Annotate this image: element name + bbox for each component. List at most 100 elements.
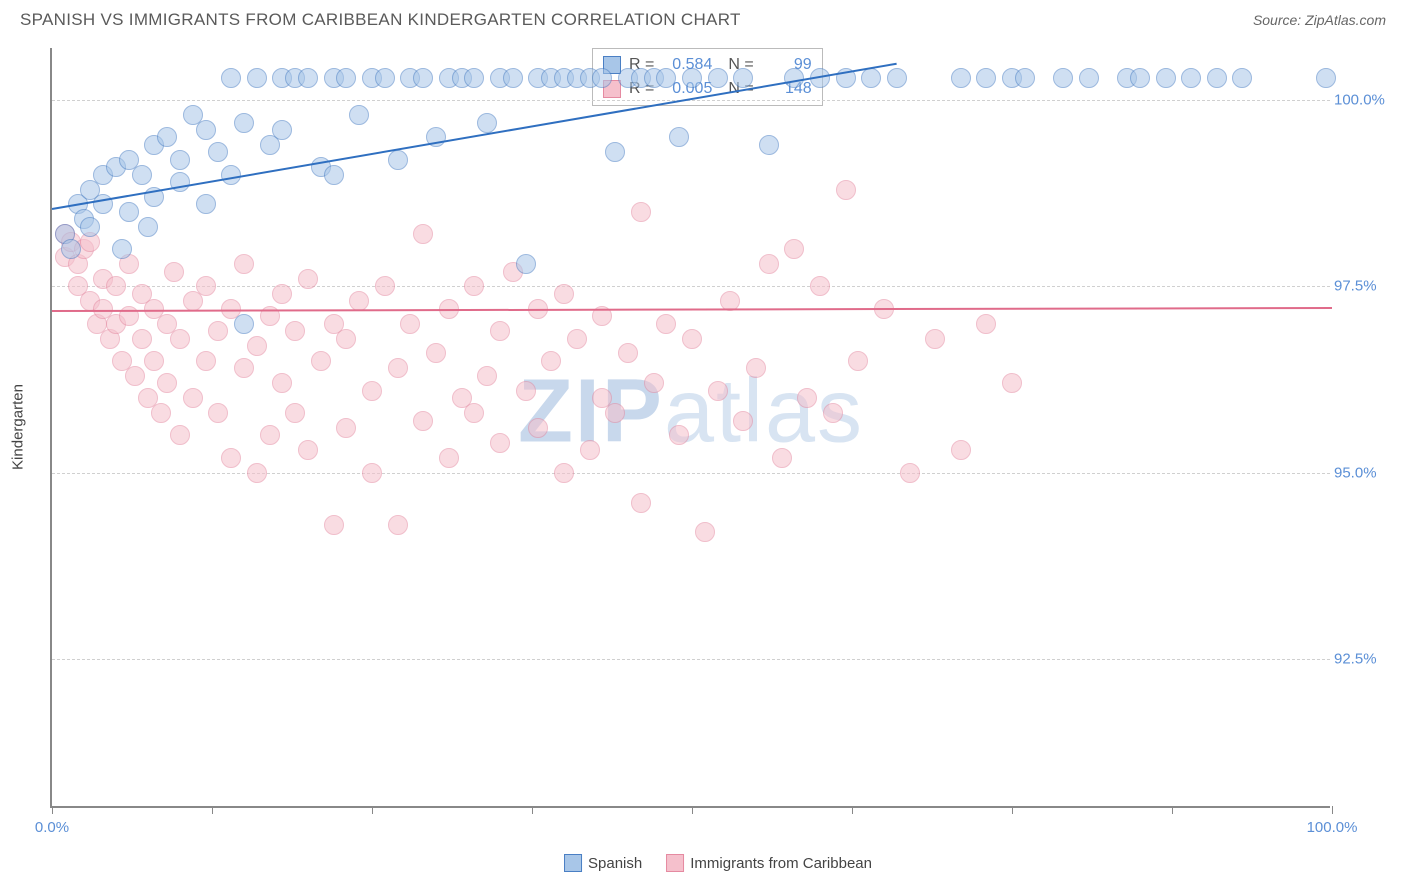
xtick	[852, 806, 853, 814]
xtick	[1172, 806, 1173, 814]
data-point-caribbean	[669, 425, 689, 445]
data-point-caribbean	[439, 448, 459, 468]
data-point-caribbean	[125, 366, 145, 386]
data-point-caribbean	[362, 463, 382, 483]
data-point-spanish	[119, 202, 139, 222]
xtick	[1332, 806, 1333, 814]
data-point-caribbean	[362, 381, 382, 401]
data-point-caribbean	[388, 358, 408, 378]
data-point-caribbean	[183, 388, 203, 408]
data-point-spanish	[208, 142, 228, 162]
data-point-spanish	[80, 217, 100, 237]
data-point-caribbean	[164, 262, 184, 282]
data-point-caribbean	[208, 321, 228, 341]
data-point-caribbean	[490, 321, 510, 341]
data-point-caribbean	[695, 522, 715, 542]
data-point-caribbean	[746, 358, 766, 378]
data-point-caribbean	[106, 276, 126, 296]
data-point-spanish	[759, 135, 779, 155]
data-point-spanish	[221, 68, 241, 88]
data-point-spanish	[1015, 68, 1035, 88]
xtick	[1012, 806, 1013, 814]
data-point-caribbean	[285, 321, 305, 341]
data-point-caribbean	[144, 351, 164, 371]
data-point-caribbean	[541, 351, 561, 371]
xtick-label: 100.0%	[1307, 819, 1358, 836]
data-point-caribbean	[298, 440, 318, 460]
data-point-caribbean	[196, 276, 216, 296]
data-point-caribbean	[759, 254, 779, 274]
gridline	[52, 473, 1330, 474]
chart-container: Kindergarten ZIPatlas R = 0.584 N = 99 R…	[50, 48, 1386, 838]
data-point-spanish	[138, 217, 158, 237]
data-point-caribbean	[196, 351, 216, 371]
legend-item-caribbean: Immigrants from Caribbean	[666, 854, 872, 872]
data-point-spanish	[887, 68, 907, 88]
data-point-caribbean	[567, 329, 587, 349]
gridline	[52, 100, 1330, 101]
data-point-caribbean	[554, 463, 574, 483]
gridline	[52, 286, 1330, 287]
data-point-caribbean	[605, 403, 625, 423]
xtick	[372, 806, 373, 814]
data-point-spanish	[196, 120, 216, 140]
data-point-spanish	[503, 68, 523, 88]
data-point-caribbean	[426, 343, 446, 363]
legend-label-spanish: Spanish	[588, 855, 642, 872]
data-point-caribbean	[464, 403, 484, 423]
data-point-caribbean	[976, 314, 996, 334]
data-point-caribbean	[170, 425, 190, 445]
data-point-caribbean	[234, 254, 254, 274]
data-point-caribbean	[388, 515, 408, 535]
source-label: Source: ZipAtlas.com	[1253, 12, 1386, 28]
data-point-caribbean	[247, 463, 267, 483]
data-point-caribbean	[272, 284, 292, 304]
data-point-spanish	[157, 127, 177, 147]
data-point-caribbean	[516, 381, 536, 401]
data-point-caribbean	[784, 239, 804, 259]
data-point-caribbean	[285, 403, 305, 423]
data-point-spanish	[234, 113, 254, 133]
data-point-spanish	[112, 239, 132, 259]
data-point-spanish	[1130, 68, 1150, 88]
data-point-spanish	[669, 127, 689, 147]
data-point-spanish	[605, 142, 625, 162]
xtick	[212, 806, 213, 814]
data-point-caribbean	[951, 440, 971, 460]
data-point-spanish	[682, 68, 702, 88]
data-point-spanish	[1079, 68, 1099, 88]
data-point-spanish	[951, 68, 971, 88]
data-point-spanish	[464, 68, 484, 88]
data-point-spanish	[656, 68, 676, 88]
data-point-spanish	[1207, 68, 1227, 88]
xtick	[692, 806, 693, 814]
data-point-spanish	[234, 314, 254, 334]
data-point-spanish	[298, 68, 318, 88]
data-point-caribbean	[208, 403, 228, 423]
data-point-caribbean	[823, 403, 843, 423]
data-point-spanish	[1316, 68, 1336, 88]
data-point-caribbean	[631, 493, 651, 513]
data-point-caribbean	[644, 373, 664, 393]
data-point-spanish	[247, 68, 267, 88]
data-point-caribbean	[234, 358, 254, 378]
data-point-caribbean	[151, 403, 171, 423]
data-point-caribbean	[848, 351, 868, 371]
data-point-caribbean	[132, 329, 152, 349]
data-point-spanish	[196, 194, 216, 214]
data-point-caribbean	[708, 381, 728, 401]
data-point-spanish	[516, 254, 536, 274]
ytick-label: 92.5%	[1334, 650, 1386, 667]
data-point-spanish	[1181, 68, 1201, 88]
data-point-caribbean	[631, 202, 651, 222]
xtick	[52, 806, 53, 814]
watermark: ZIPatlas	[518, 360, 864, 463]
data-point-spanish	[170, 150, 190, 170]
legend-item-spanish: Spanish	[564, 854, 642, 872]
data-point-caribbean	[836, 180, 856, 200]
plot-area: Kindergarten ZIPatlas R = 0.584 N = 99 R…	[50, 48, 1330, 808]
data-point-spanish	[592, 68, 612, 88]
swatch-spanish	[564, 854, 582, 872]
xtick	[532, 806, 533, 814]
data-point-spanish	[336, 68, 356, 88]
